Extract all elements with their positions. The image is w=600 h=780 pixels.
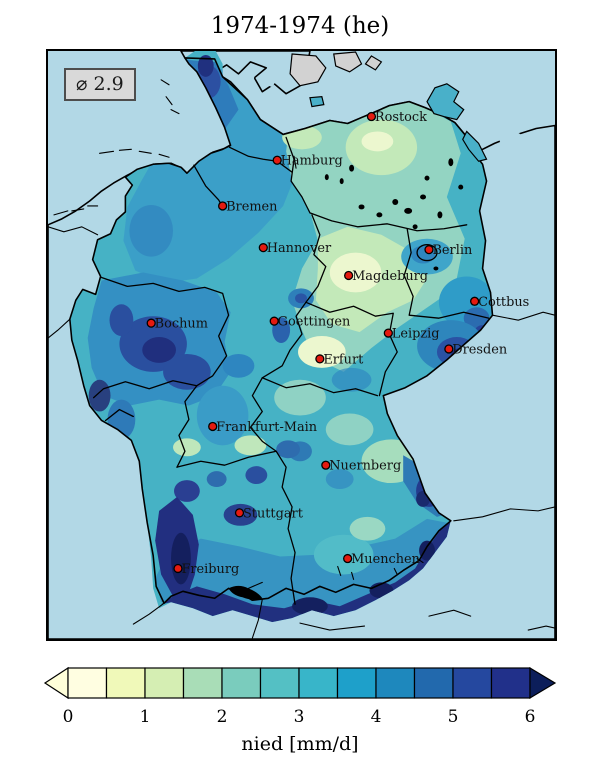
city-stuttgart: Stuttgart (234, 506, 304, 521)
island (289, 53, 327, 87)
colorbar-tick: 0 (63, 707, 74, 727)
city-label: Bremen (226, 199, 277, 214)
city-label: Leipzig (392, 327, 440, 342)
city-marker (173, 563, 183, 574)
city-goettingen: Goettingen (269, 315, 351, 330)
precipitation-field (69, 51, 493, 623)
city-label: Erfurt (323, 352, 364, 367)
city-label: Magdeburg (352, 269, 428, 284)
city-cottbus: Cottbus (470, 295, 529, 310)
colorbar-segment (413, 667, 454, 699)
city-label: Cottbus (478, 295, 529, 310)
city-magdeburg: Magdeburg (344, 269, 428, 284)
fjord-inlet (246, 65, 255, 84)
colorbar-tick: 5 (448, 707, 459, 727)
mean-value-badge: ⌀ 2.9 (64, 68, 136, 101)
state-borders (92, 136, 490, 605)
city-label: Muenchen (351, 552, 420, 567)
colorbar: 0 1 2 3 4 5 6 nied [mm/d] (43, 666, 557, 755)
city-marker (269, 316, 279, 326)
city-marker (383, 328, 393, 338)
city-label: Berlin (432, 243, 472, 258)
city-label: Goettingen (278, 315, 351, 330)
city-marker (234, 508, 245, 518)
city-label: Bochum (155, 317, 208, 332)
coast-islands (53, 79, 488, 216)
city-label: Dresden (452, 342, 507, 357)
colorbar-axis-label: nied [mm/d] (241, 733, 358, 755)
city-label: Frankfurt-Main (216, 420, 317, 435)
city-marker (218, 201, 228, 211)
colorbar-segment (490, 667, 531, 699)
city-muenchen: Muenchen (343, 552, 420, 567)
figure-title: 1974-1974 (he) (210, 13, 390, 39)
city-berlin: Berlin (424, 243, 472, 258)
city-label: Nuernberg (329, 459, 401, 474)
city-marker (470, 296, 480, 306)
colorbar-tick: 2 (217, 707, 228, 727)
city-marker (444, 344, 454, 354)
city-label: Hamburg (281, 154, 343, 169)
city-bochum: Bochum (146, 317, 208, 332)
city-marker (321, 460, 331, 470)
city-marker (344, 270, 354, 281)
colorbar-tick: 6 (525, 707, 536, 727)
colorbar-over-arrow (529, 666, 557, 700)
city-hamburg: Hamburg (272, 154, 343, 169)
lakes (228, 158, 464, 600)
germany-precipitation-map: Rostock Hamburg Bremen Hannover Berlin M… (48, 51, 555, 639)
city-label: Rostock (375, 110, 427, 125)
city-marker (366, 111, 377, 122)
city-marker (208, 421, 218, 432)
island (333, 51, 363, 73)
city-marker (146, 318, 156, 328)
city-freiburg: Freiburg (173, 562, 239, 577)
colorbar-segment (144, 667, 185, 699)
colorbar-segment (221, 667, 262, 699)
colorbar-segment (375, 667, 416, 699)
city-erfurt: Erfurt (315, 352, 364, 367)
city-hannover: Hannover (258, 241, 332, 256)
city-label: Hannover (267, 241, 332, 256)
colorbar-segment (298, 667, 339, 699)
city-bremen: Bremen (218, 199, 277, 214)
city-leipzig: Leipzig (383, 327, 440, 342)
city-frankfurt-main: Frankfurt-Main (208, 420, 317, 435)
fjord-inlet (267, 70, 276, 87)
city-marker (424, 245, 434, 255)
map-panel: Rostock Hamburg Bremen Hannover Berlin M… (46, 49, 557, 641)
lagoon (499, 131, 524, 148)
colorbar-tick: 4 (371, 707, 382, 727)
country-borders (48, 226, 555, 639)
city-dresden: Dresden (444, 342, 507, 357)
city-marker (315, 354, 325, 364)
city-label: Freiburg (181, 562, 239, 577)
colorbar-segment (336, 667, 377, 699)
city-rostock: Rostock (366, 110, 427, 125)
colorbar-tick: 1 (140, 707, 151, 727)
colorbar-segment (67, 667, 108, 699)
city-nuernberg: Nuernberg (321, 459, 401, 474)
colorbar-segment (259, 667, 300, 699)
city-marker (272, 155, 282, 165)
colorbar-segment (105, 667, 146, 699)
city-marker (343, 553, 353, 564)
colorbar-under-arrow (43, 666, 69, 700)
colorbar-segment (182, 667, 223, 699)
city-label: Stuttgart (243, 506, 304, 521)
cities: Rostock Hamburg Bremen Hannover Berlin M… (146, 110, 529, 577)
city-marker (258, 243, 268, 253)
colorbar-segment (452, 667, 493, 699)
island (364, 55, 383, 71)
colorbar-tick: 3 (294, 707, 305, 727)
